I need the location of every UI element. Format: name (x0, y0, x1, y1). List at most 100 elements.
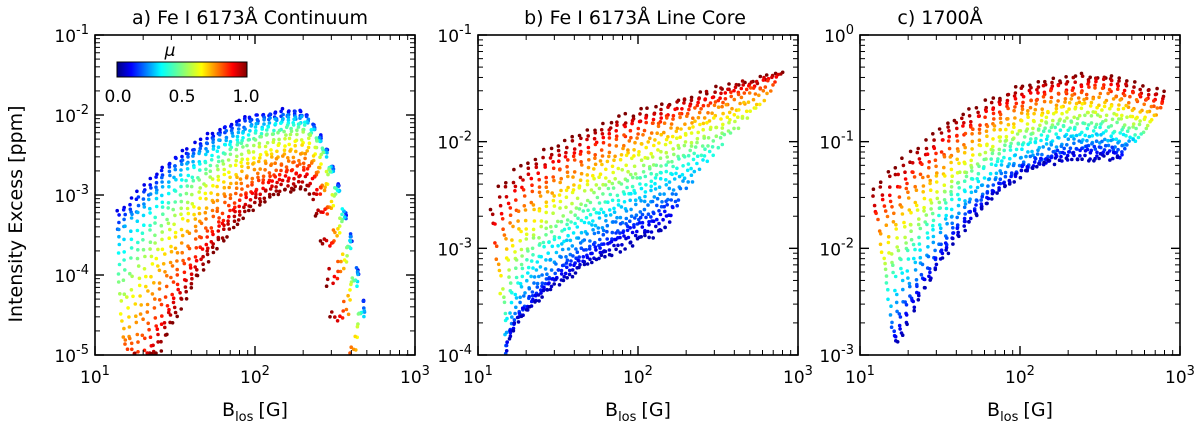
data-point (346, 293, 350, 298)
data-point (134, 320, 139, 325)
data-point (1127, 101, 1131, 105)
data-point (298, 162, 302, 166)
data-point (600, 226, 605, 230)
data-point (1115, 120, 1119, 125)
data-point (888, 193, 892, 198)
data-point (687, 107, 691, 112)
data-point (148, 192, 153, 196)
data-point (606, 200, 610, 204)
data-point (898, 315, 903, 319)
data-point (493, 241, 497, 245)
data-point (954, 120, 959, 125)
data-point (611, 170, 615, 175)
data-point (217, 138, 221, 142)
data-point (215, 184, 219, 189)
data-point (906, 190, 910, 194)
data-point (171, 296, 176, 301)
data-point (315, 187, 319, 192)
data-point (1131, 122, 1136, 126)
data-point (128, 207, 133, 212)
data-point (505, 316, 509, 321)
data-point (511, 180, 516, 185)
data-point (496, 184, 501, 189)
data-point (895, 236, 899, 240)
data-point (901, 163, 906, 168)
data-point (1065, 116, 1069, 120)
data-point (537, 185, 542, 189)
data-point (228, 139, 233, 144)
data-point (120, 319, 124, 323)
data-point (201, 268, 206, 272)
data-point (152, 281, 156, 285)
data-point (1111, 97, 1116, 101)
data-point (933, 267, 938, 272)
data-point (1077, 139, 1081, 143)
data-point (912, 175, 917, 179)
data-point (751, 86, 756, 90)
data-point (1072, 127, 1077, 131)
data-point (651, 121, 655, 125)
data-point (234, 181, 239, 185)
data-point (585, 182, 590, 187)
data-point (273, 121, 278, 126)
data-point (621, 230, 625, 235)
data-point (541, 240, 546, 245)
data-point (157, 268, 162, 273)
data-point (942, 198, 947, 202)
data-point (955, 215, 959, 220)
data-point (666, 160, 670, 164)
data-point (493, 222, 497, 226)
data-point (338, 314, 342, 319)
data-point (671, 113, 676, 118)
data-point (601, 121, 605, 126)
data-point (529, 176, 534, 181)
data-point (708, 127, 713, 132)
data-point (276, 192, 281, 197)
data-point (689, 173, 694, 177)
data-point (1101, 77, 1106, 82)
data-point (1002, 155, 1006, 160)
data-point (646, 212, 651, 216)
data-point (1131, 137, 1135, 142)
data-point (921, 175, 925, 180)
data-point (1095, 150, 1099, 155)
data-point (204, 217, 208, 221)
data-point (255, 171, 260, 176)
data-point (1158, 105, 1163, 110)
data-point (240, 169, 244, 174)
data-point (1013, 85, 1018, 89)
data-point (581, 209, 586, 213)
data-point (1079, 90, 1084, 95)
data-point (255, 118, 260, 122)
data-point (942, 165, 946, 170)
data-point (582, 260, 587, 264)
data-point (592, 176, 596, 181)
data-point (122, 292, 127, 297)
data-point (258, 152, 263, 157)
data-point (498, 291, 503, 296)
data-point (989, 157, 993, 161)
data-point (502, 300, 507, 305)
data-point (543, 267, 548, 271)
data-point (950, 197, 954, 202)
data-point (902, 220, 906, 225)
data-point (349, 345, 354, 350)
data-point (245, 184, 250, 188)
data-point (532, 281, 536, 285)
data-point (736, 92, 741, 97)
data-point (1115, 155, 1120, 160)
data-point (727, 110, 732, 115)
data-point (922, 209, 926, 213)
data-point (134, 314, 138, 319)
data-point (623, 111, 628, 116)
data-point (1152, 113, 1157, 118)
data-point (1083, 153, 1087, 158)
data-point (247, 150, 251, 155)
data-point (1077, 100, 1082, 104)
data-point (651, 219, 656, 223)
data-point (998, 102, 1002, 107)
data-point (696, 130, 700, 135)
data-point (1020, 104, 1025, 108)
data-point (269, 163, 273, 168)
data-point (544, 185, 549, 189)
